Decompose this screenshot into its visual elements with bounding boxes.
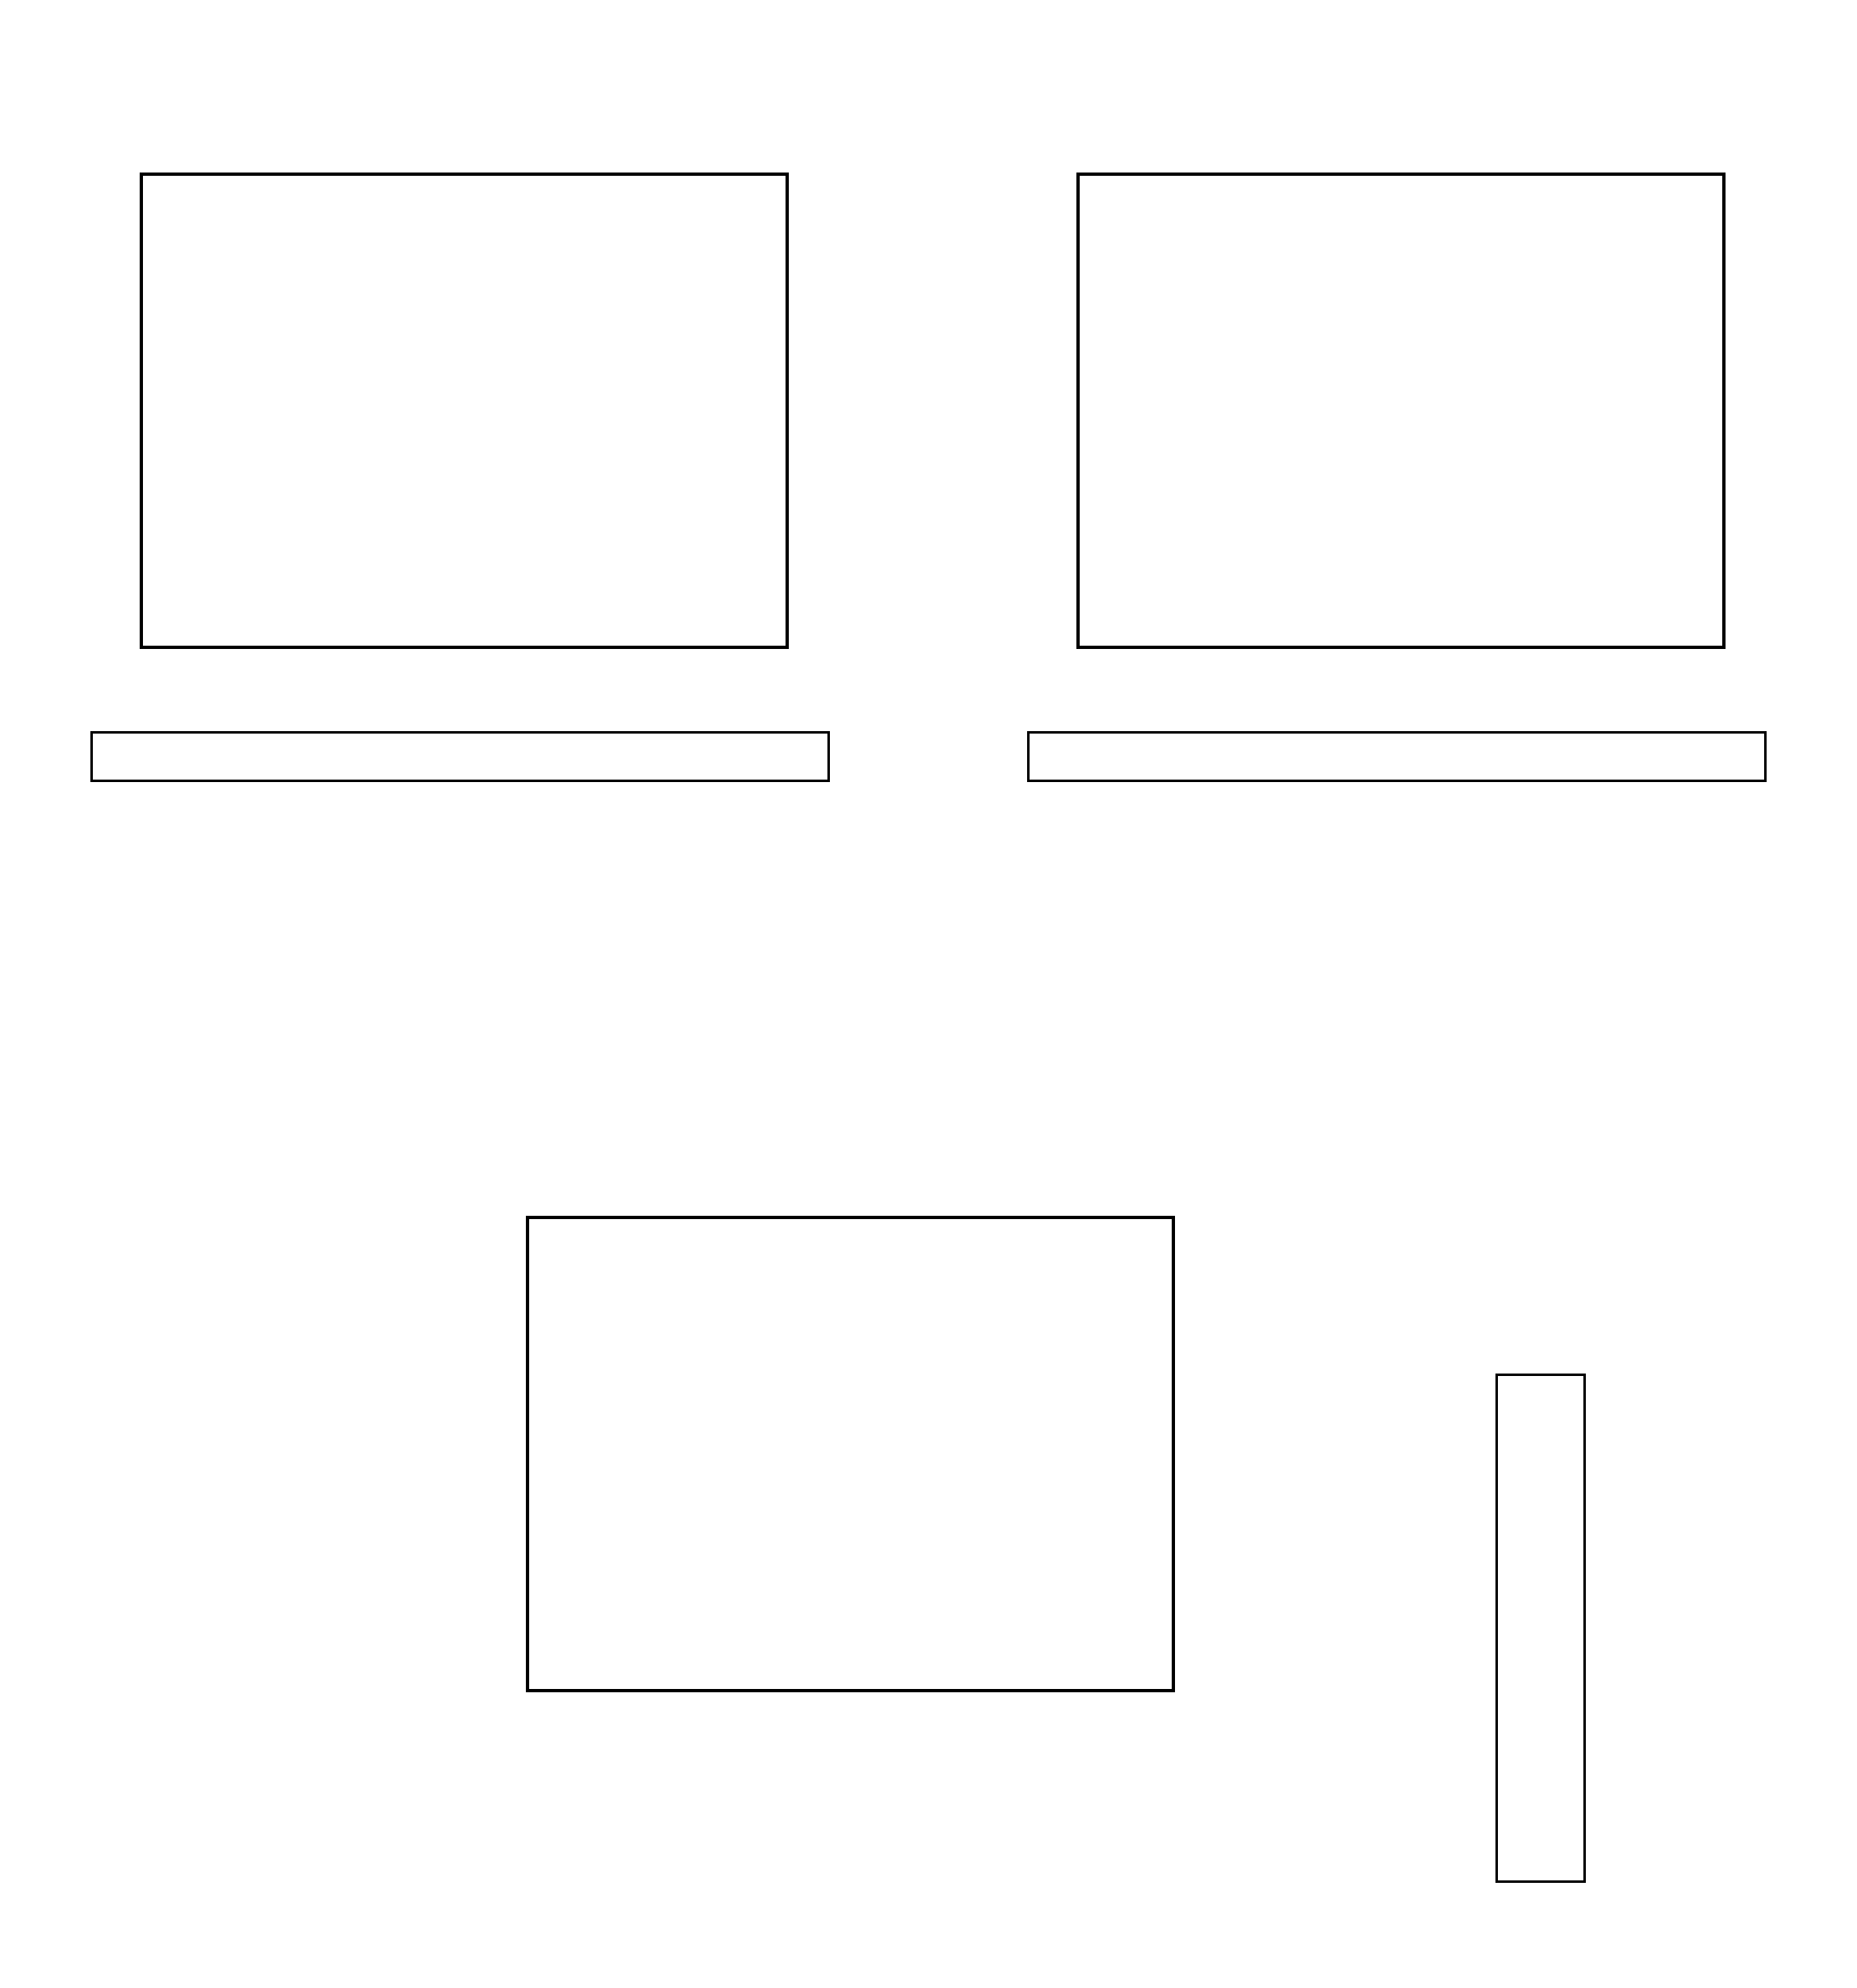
panel-diff-colorbar-labels [1602,1374,1701,1883]
panel-left-contour-field [143,176,786,646]
panel-right-colorbar-labels [1027,794,1767,826]
panel-diff-contour-field [529,1219,1172,1689]
panel-diff [435,1125,1257,1988]
panel-left [49,82,871,1109]
panel-left-colorbar[interactable] [90,731,830,782]
panel-right-colorbar[interactable] [1027,731,1767,782]
panel-left-colorbar-labels [90,794,830,826]
panel-right-plot-area[interactable] [1076,173,1726,649]
panel-diff-colorbar[interactable] [1495,1374,1586,1883]
panel-right-contour-field [1080,176,1722,646]
panel-right [986,82,1808,1109]
panel-left-plot-area[interactable] [140,173,789,649]
panel-diff-plot-area[interactable] [526,1216,1175,1692]
